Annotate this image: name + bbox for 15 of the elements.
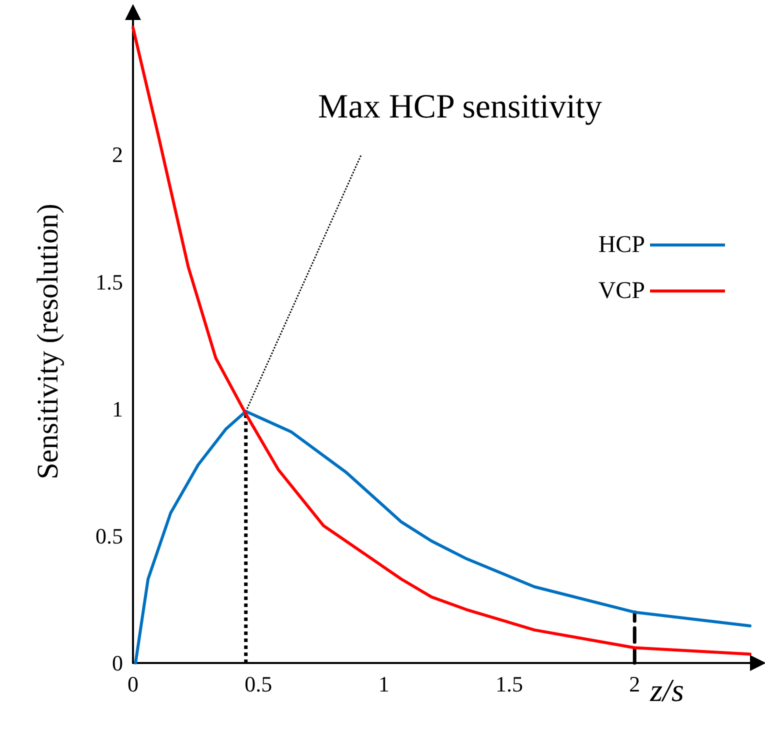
x-tick-label: 2 bbox=[629, 672, 640, 696]
x-tick-label: 1.5 bbox=[495, 672, 523, 696]
annotation: Max HCP sensitivity bbox=[318, 88, 602, 126]
y-axis-title: Sensitivity (resolution) bbox=[32, 204, 64, 480]
y-tick-label: 1.5 bbox=[96, 269, 123, 294]
y-tick-label: 1 bbox=[112, 396, 123, 422]
legend-label: HCP bbox=[598, 232, 645, 258]
y-tick-label: 2 bbox=[112, 142, 123, 168]
x-tick-label: 0.5 bbox=[244, 672, 272, 696]
x-axis-title: z/s bbox=[649, 672, 684, 708]
y-tick-label: 0 bbox=[112, 650, 123, 676]
x-tick-label: 1 bbox=[378, 672, 390, 696]
x-tick-label: 0 bbox=[128, 672, 138, 696]
legend-label: VCP bbox=[598, 278, 645, 304]
y-tick-label: 0.5 bbox=[96, 523, 123, 548]
